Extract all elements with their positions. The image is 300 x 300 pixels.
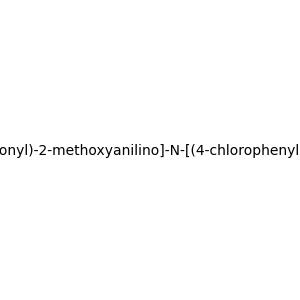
Text: 2-[N-(benzenesulfonyl)-2-methoxyanilino]-N-[(4-chlorophenyl)methyl]acetamide: 2-[N-(benzenesulfonyl)-2-methoxyanilino]… [0, 145, 300, 158]
